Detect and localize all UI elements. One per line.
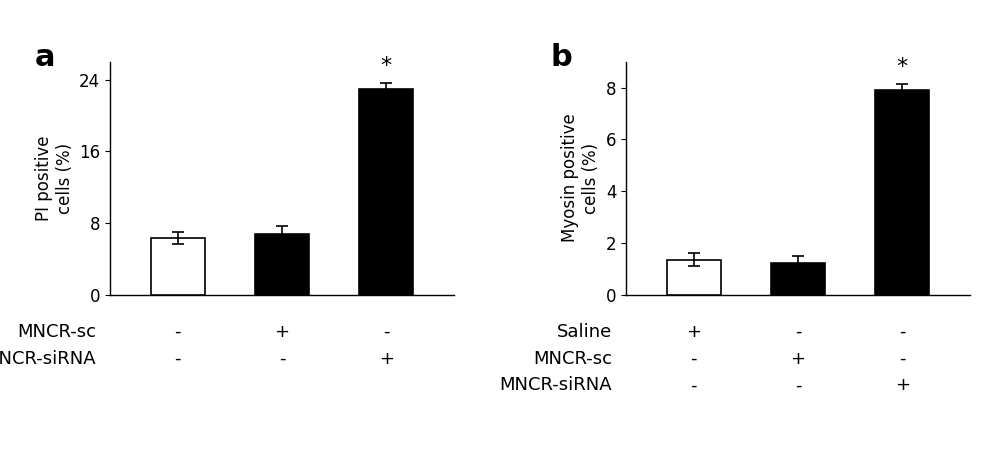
Text: *: * [897,57,908,77]
Bar [255,234,309,294]
Text: -: - [691,376,697,394]
Text: MNCR-sc: MNCR-sc [533,350,612,368]
Text: *: * [381,56,392,76]
Text: -: - [899,350,905,368]
Bar [875,90,929,294]
Y-axis label: PI positive
cells (%): PI positive cells (%) [35,135,74,221]
Y-axis label: Myosin positive
cells (%): Myosin positive cells (%) [561,114,600,243]
Text: +: + [790,350,806,368]
Text: -: - [899,323,905,341]
Text: -: - [383,323,389,341]
Text: +: + [686,323,701,341]
Text: MNCR-siRNA: MNCR-siRNA [0,350,96,368]
Text: MNCR-sc: MNCR-sc [17,323,96,341]
Text: +: + [274,323,290,341]
Bar [667,259,721,294]
Text: a: a [34,43,55,72]
Text: -: - [795,323,801,341]
Text: +: + [895,376,910,394]
Text: -: - [175,323,181,341]
Text: -: - [795,376,801,394]
Text: -: - [175,350,181,368]
Bar [359,89,413,294]
Text: b: b [550,43,572,72]
Text: +: + [379,350,394,368]
Text: MNCR-siRNA: MNCR-siRNA [500,376,612,394]
Text: -: - [691,350,697,368]
Text: -: - [279,350,285,368]
Text: Saline: Saline [557,323,612,341]
Bar [771,264,825,294]
Bar [151,238,205,294]
